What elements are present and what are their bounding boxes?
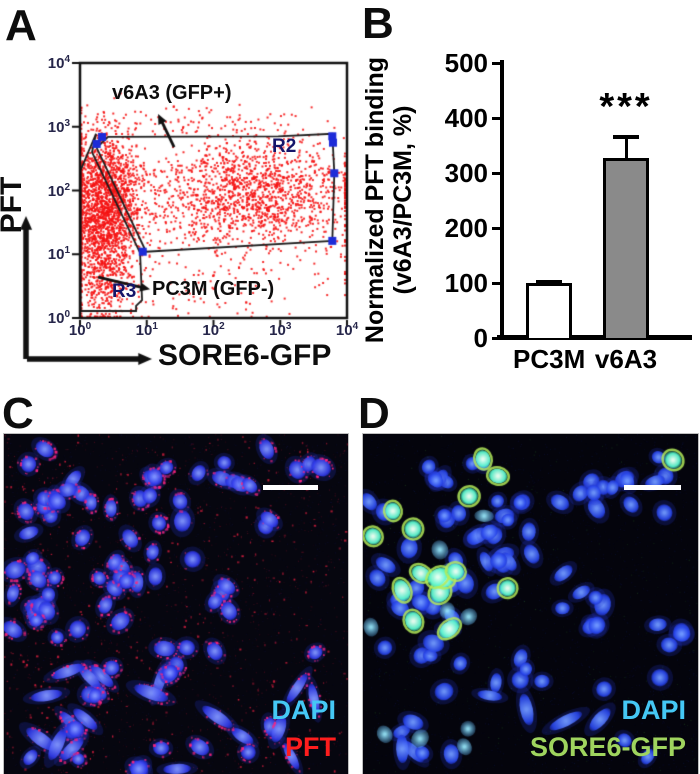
panel-b: B Normalized PFT binding (v6A3/PC3M, %) … bbox=[350, 0, 700, 400]
bar-y-tick-label: 200 bbox=[444, 213, 488, 243]
annotation-gfp-positive: v6A3 (GFP+) bbox=[112, 82, 232, 104]
flow-y-tick-label: 100 bbox=[47, 309, 70, 327]
flow-x-tick-label: 103 bbox=[269, 321, 292, 339]
bar-error-cap bbox=[613, 135, 639, 140]
bar-y-tick bbox=[492, 336, 501, 340]
micrograph-d-canvas bbox=[363, 434, 698, 774]
bar-y-tick bbox=[492, 226, 501, 230]
bar-y-tick bbox=[492, 61, 501, 65]
panel-d: DAPI SORE6-GFP bbox=[362, 433, 699, 774]
flow-x-tick-label: 100 bbox=[68, 321, 92, 339]
legend-dapi-c: DAPI bbox=[271, 695, 336, 725]
bar-error-cap bbox=[536, 279, 562, 284]
bar-v6a3 bbox=[603, 158, 649, 338]
bar-chart-y-axis-title-line2: (v6A3/PC3M, %) bbox=[389, 105, 417, 295]
gate-label-r2: R2 bbox=[272, 136, 297, 157]
bar-y-tick-label: 500 bbox=[444, 48, 488, 78]
panel-a: A 104 103 102 101 100 100 101 102 103 104 PFT SO… bbox=[0, 0, 358, 392]
panel-c-label: C bbox=[2, 389, 34, 438]
bar-error-whisker bbox=[624, 136, 628, 159]
panel-a-label: A bbox=[5, 1, 37, 50]
legend-sore6-gfp-d: SORE6-GFP bbox=[529, 732, 686, 762]
bar-category-label-pc3m: PC3M bbox=[513, 344, 586, 374]
bar-y-tick-label: 300 bbox=[444, 158, 488, 188]
flow-y-axis-label: PFT bbox=[0, 176, 28, 234]
bar-y-tick bbox=[492, 171, 501, 175]
bar-y-tick bbox=[492, 116, 501, 120]
legend-pft-c: PFT bbox=[285, 732, 336, 762]
bar-chart-y-axis-title-line1: Normalized PFT binding bbox=[361, 56, 389, 344]
flow-x-tick-label: 102 bbox=[202, 321, 225, 339]
panel-b-label: B bbox=[362, 0, 394, 48]
flow-x-tick-label: 104 bbox=[335, 321, 359, 339]
flow-dot-plot-canvas bbox=[0, 0, 355, 392]
flow-y-tick-label: 104 bbox=[47, 54, 70, 72]
flow-y-tick-label: 101 bbox=[47, 245, 70, 264]
flow-x-tick-label: 101 bbox=[135, 321, 158, 339]
micrograph-c-canvas bbox=[4, 434, 348, 774]
bar-y-tick-label: 100 bbox=[444, 268, 488, 298]
flow-y-tick-label: 102 bbox=[47, 181, 70, 200]
panel-d-label: D bbox=[358, 389, 390, 438]
significance-stars: *** bbox=[599, 86, 653, 128]
scale-bar-c bbox=[263, 485, 318, 490]
bar-pc3m bbox=[526, 283, 572, 338]
bar-y-tick-label: 400 bbox=[444, 103, 488, 133]
panel-c: DAPI PFT bbox=[3, 433, 349, 774]
bar-y-axis-line bbox=[500, 60, 504, 340]
flow-y-tick-label: 103 bbox=[47, 117, 70, 136]
scale-bar-d bbox=[624, 485, 681, 490]
legend-dapi-d: DAPI bbox=[621, 695, 686, 725]
bar-chart-y-axis-title: Normalized PFT binding (v6A3/PC3M, %) bbox=[361, 35, 419, 365]
bar-y-tick-label: 0 bbox=[473, 323, 488, 353]
bar-x-axis-line bbox=[497, 335, 692, 340]
flow-x-axis-label: SORE6-GFP bbox=[158, 339, 332, 372]
annotation-gfp-negative: PC3M (GFP-) bbox=[152, 278, 275, 300]
bar-category-label-v6a3: v6A3 bbox=[594, 344, 658, 374]
gate-label-r3: R3 bbox=[112, 281, 137, 302]
bar-y-tick bbox=[492, 281, 501, 285]
